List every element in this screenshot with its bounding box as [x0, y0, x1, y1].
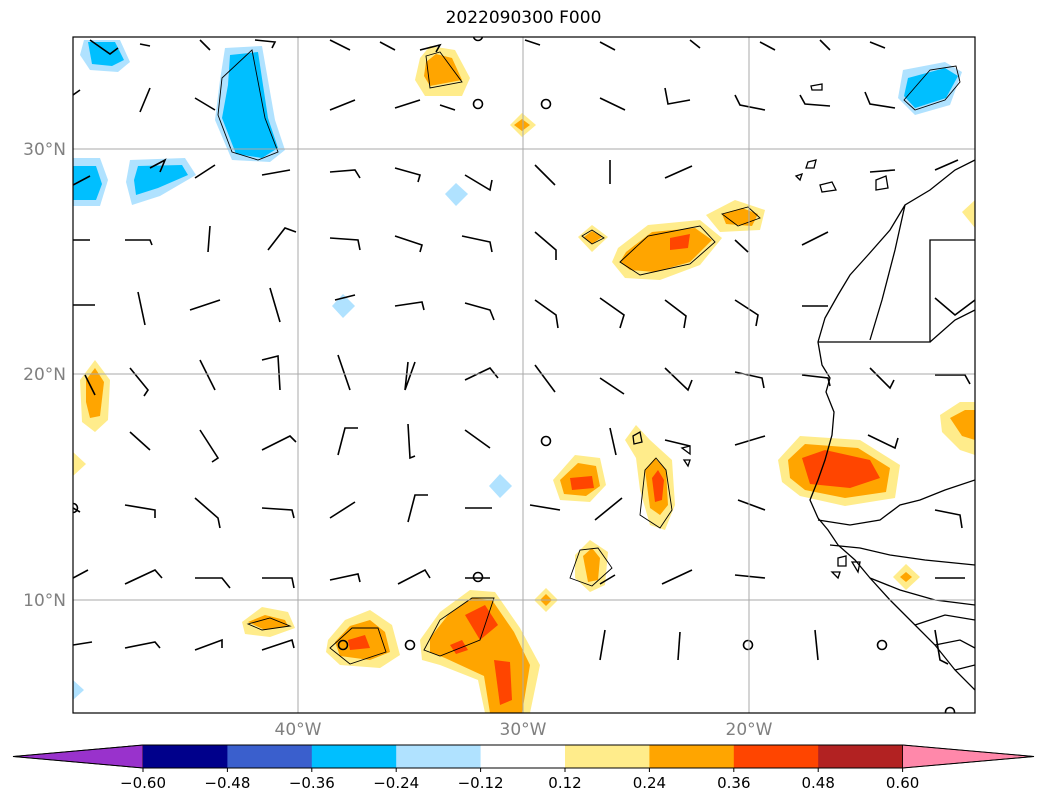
- colorbar-segment: [649, 745, 735, 768]
- plot-frame: [72, 36, 976, 714]
- shade-negative: [445, 183, 468, 206]
- colorbar-segment: [143, 745, 228, 768]
- colorbar-extend-min: [12, 744, 144, 769]
- wind-barbs: [73, 39, 975, 665]
- shade-negative: [73, 166, 102, 200]
- shade-positive: [494, 660, 512, 705]
- colorbar-tick-label: 0.60: [886, 774, 919, 792]
- shade-negative: [222, 52, 278, 158]
- calm-markers: [73, 37, 956, 713]
- colorbar-extend-max: [902, 744, 1035, 769]
- shade-negative: [489, 474, 512, 498]
- map-title: 2022090300 F000: [445, 8, 602, 28]
- lon-label: 40°W: [275, 720, 322, 740]
- shade-positive: [248, 615, 288, 630]
- shade-positive: [652, 470, 664, 502]
- shade-positive: [950, 410, 975, 440]
- colorbar-segment: [311, 745, 397, 768]
- lon-label: 30°W: [500, 720, 547, 740]
- lat-label: 30°N: [23, 140, 66, 160]
- shade-positive: [670, 234, 690, 250]
- colorbar-segment: [565, 745, 650, 768]
- shade-positive: [424, 54, 462, 86]
- contour-lines: [217, 49, 961, 665]
- colorbar-segment: [227, 745, 313, 768]
- colorbar: −0.60 −0.48 −0.36 −0.24 −0.12 0.12 0.24 0.36 0.4…: [12, 744, 1035, 792]
- shade-positive: [962, 200, 975, 228]
- shade-positive: [86, 368, 104, 418]
- shade-positive: [73, 452, 86, 476]
- colorbar-tick-label: 0.48: [801, 774, 834, 792]
- lat-label: 10°N: [23, 591, 66, 611]
- lat-label: 20°N: [23, 365, 66, 385]
- gridlines: [73, 37, 975, 713]
- colorbar-tick-label: 0.12: [548, 774, 581, 792]
- colorbar-tick-label: −0.48: [204, 774, 250, 792]
- colorbar-segment: [818, 745, 904, 768]
- shade-negative: [88, 42, 124, 66]
- shade-positive: [802, 450, 880, 488]
- colorbar-tick-label: −0.60: [120, 774, 166, 792]
- lon-label: 20°W: [726, 720, 773, 740]
- shade-negative: [73, 680, 84, 700]
- shade-positive: [514, 119, 530, 131]
- shade-positive: [900, 572, 912, 582]
- colorbar-tick-label: −0.12: [458, 774, 504, 792]
- shade-positive: [465, 605, 498, 640]
- colorbar-segment: [733, 745, 819, 768]
- colorbar-tick-label: −0.24: [373, 774, 419, 792]
- shade-positive: [348, 635, 370, 650]
- colorbar-segment: [480, 745, 566, 768]
- colorbar-tick-label: 0.36: [717, 774, 750, 792]
- shade-positive: [583, 548, 600, 582]
- colorbar-tick-label: −0.36: [289, 774, 335, 792]
- colorbar-tick-label: 0.24: [633, 774, 666, 792]
- colorbar-segment: [396, 745, 482, 768]
- shade-negative: [904, 68, 958, 108]
- coastline: [632, 83, 975, 691]
- shade-negative: [134, 165, 188, 195]
- shade-positive: [570, 476, 594, 490]
